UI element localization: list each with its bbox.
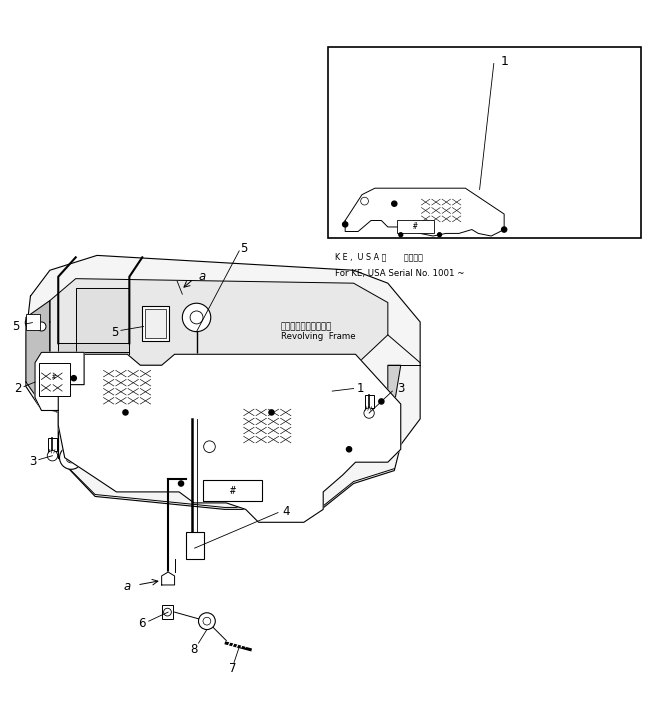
Text: For KE, USA Serial No. 1001 ~: For KE, USA Serial No. 1001 ~ [336, 269, 465, 278]
Polygon shape [58, 354, 400, 522]
Text: Revolving  Frame: Revolving Frame [280, 332, 355, 341]
Polygon shape [50, 279, 388, 365]
Circle shape [25, 317, 37, 328]
Bar [328, 47, 641, 238]
Circle shape [204, 441, 215, 453]
Text: #: # [413, 222, 418, 231]
Polygon shape [58, 365, 400, 425]
Text: 5: 5 [111, 326, 118, 339]
Circle shape [199, 613, 215, 630]
Text: 7: 7 [229, 663, 236, 676]
Circle shape [178, 481, 184, 486]
Text: 3: 3 [397, 382, 404, 395]
Circle shape [190, 311, 203, 324]
Circle shape [60, 446, 83, 469]
Bar [48, 438, 57, 450]
Text: 1: 1 [500, 55, 508, 68]
Text: レボルビングフレーム: レボルビングフレーム [280, 322, 332, 331]
Circle shape [361, 197, 369, 205]
Bar [142, 306, 169, 341]
Text: 6: 6 [138, 617, 146, 630]
Text: #: # [53, 374, 56, 380]
Polygon shape [58, 343, 129, 365]
Circle shape [37, 322, 46, 331]
Bar [203, 480, 262, 501]
Text: 8: 8 [190, 643, 198, 656]
Circle shape [123, 410, 128, 415]
Bar [186, 532, 204, 559]
Circle shape [71, 375, 77, 381]
Polygon shape [162, 572, 175, 585]
Circle shape [437, 233, 441, 237]
Text: 2: 2 [14, 382, 21, 395]
Text: K E ,  U S A 用       適用号機: K E , U S A 用 適用号機 [336, 252, 423, 261]
Bar [162, 605, 173, 619]
Text: 5: 5 [240, 242, 247, 255]
Text: 5: 5 [12, 320, 19, 333]
Bar [365, 395, 374, 408]
Polygon shape [26, 300, 58, 413]
Text: 1: 1 [357, 382, 364, 395]
Circle shape [269, 410, 274, 415]
Circle shape [203, 617, 211, 625]
Circle shape [379, 399, 384, 404]
Text: #: # [230, 485, 236, 495]
Polygon shape [26, 255, 420, 509]
Circle shape [347, 447, 352, 452]
Circle shape [502, 227, 507, 232]
Circle shape [182, 303, 211, 332]
Circle shape [343, 222, 348, 227]
Bar [397, 220, 434, 233]
Circle shape [399, 233, 402, 237]
Bar [26, 314, 40, 330]
Polygon shape [345, 188, 504, 236]
Bar [39, 363, 70, 396]
Text: 4: 4 [282, 505, 290, 518]
Bar [145, 309, 166, 338]
Text: 3: 3 [29, 455, 36, 468]
Circle shape [164, 608, 171, 616]
Polygon shape [76, 287, 129, 352]
Text: a: a [199, 270, 206, 283]
Circle shape [29, 320, 34, 325]
Text: a: a [124, 581, 131, 593]
Circle shape [364, 408, 374, 418]
Circle shape [66, 453, 77, 463]
Circle shape [47, 450, 58, 461]
Polygon shape [35, 352, 84, 410]
Circle shape [392, 201, 397, 207]
